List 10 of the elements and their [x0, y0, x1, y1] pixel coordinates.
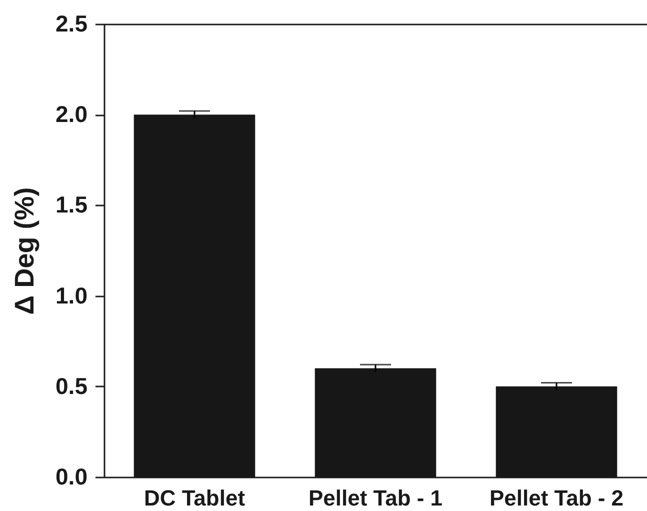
y-tick-label: 0.0	[56, 464, 88, 490]
y-axis-title: Δ Deg (%)	[10, 187, 40, 315]
x-tick-label: Pellet Tab - 2	[489, 486, 624, 510]
y-tick-label: 0.5	[56, 372, 88, 399]
y-tick-label: 2.5	[56, 10, 88, 36]
y-tick-label: 1.5	[56, 192, 88, 218]
x-tick-label: Pellet Tab - 1	[308, 486, 443, 510]
y-tick-label: 1.0	[56, 282, 88, 308]
y-tick-label: 2.0	[56, 101, 88, 128]
x-tick-label: DC Tablet	[144, 486, 246, 510]
